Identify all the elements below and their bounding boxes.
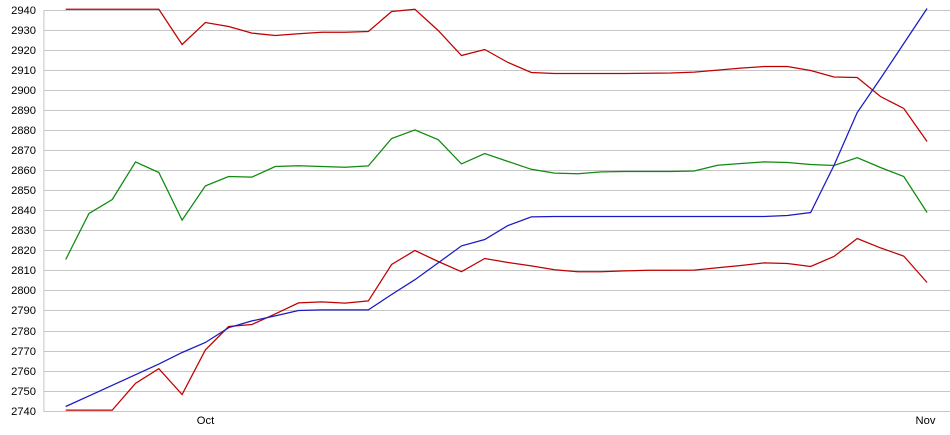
svg-text:2820: 2820 [11,245,36,257]
svg-text:2920: 2920 [11,45,36,57]
svg-text:2760: 2760 [11,366,36,378]
svg-text:2770: 2770 [11,346,36,358]
svg-text:2890: 2890 [11,105,36,117]
svg-text:2850: 2850 [11,185,36,197]
svg-text:2930: 2930 [11,25,36,37]
svg-text:2860: 2860 [11,165,36,177]
svg-text:2810: 2810 [11,265,36,277]
svg-text:2780: 2780 [11,326,36,338]
svg-text:2870: 2870 [11,145,36,157]
svg-text:2800: 2800 [11,285,36,297]
svg-text:2910: 2910 [11,65,36,77]
svg-text:2940: 2940 [11,5,36,17]
svg-text:Oct: Oct [197,415,215,427]
svg-text:2880: 2880 [11,125,36,137]
svg-text:2900: 2900 [11,85,36,97]
svg-text:2790: 2790 [11,305,36,317]
svg-text:Nov: Nov [916,415,936,427]
svg-text:2750: 2750 [11,386,36,398]
svg-text:2830: 2830 [11,225,36,237]
svg-text:2740: 2740 [11,406,36,418]
svg-text:2840: 2840 [11,205,36,217]
